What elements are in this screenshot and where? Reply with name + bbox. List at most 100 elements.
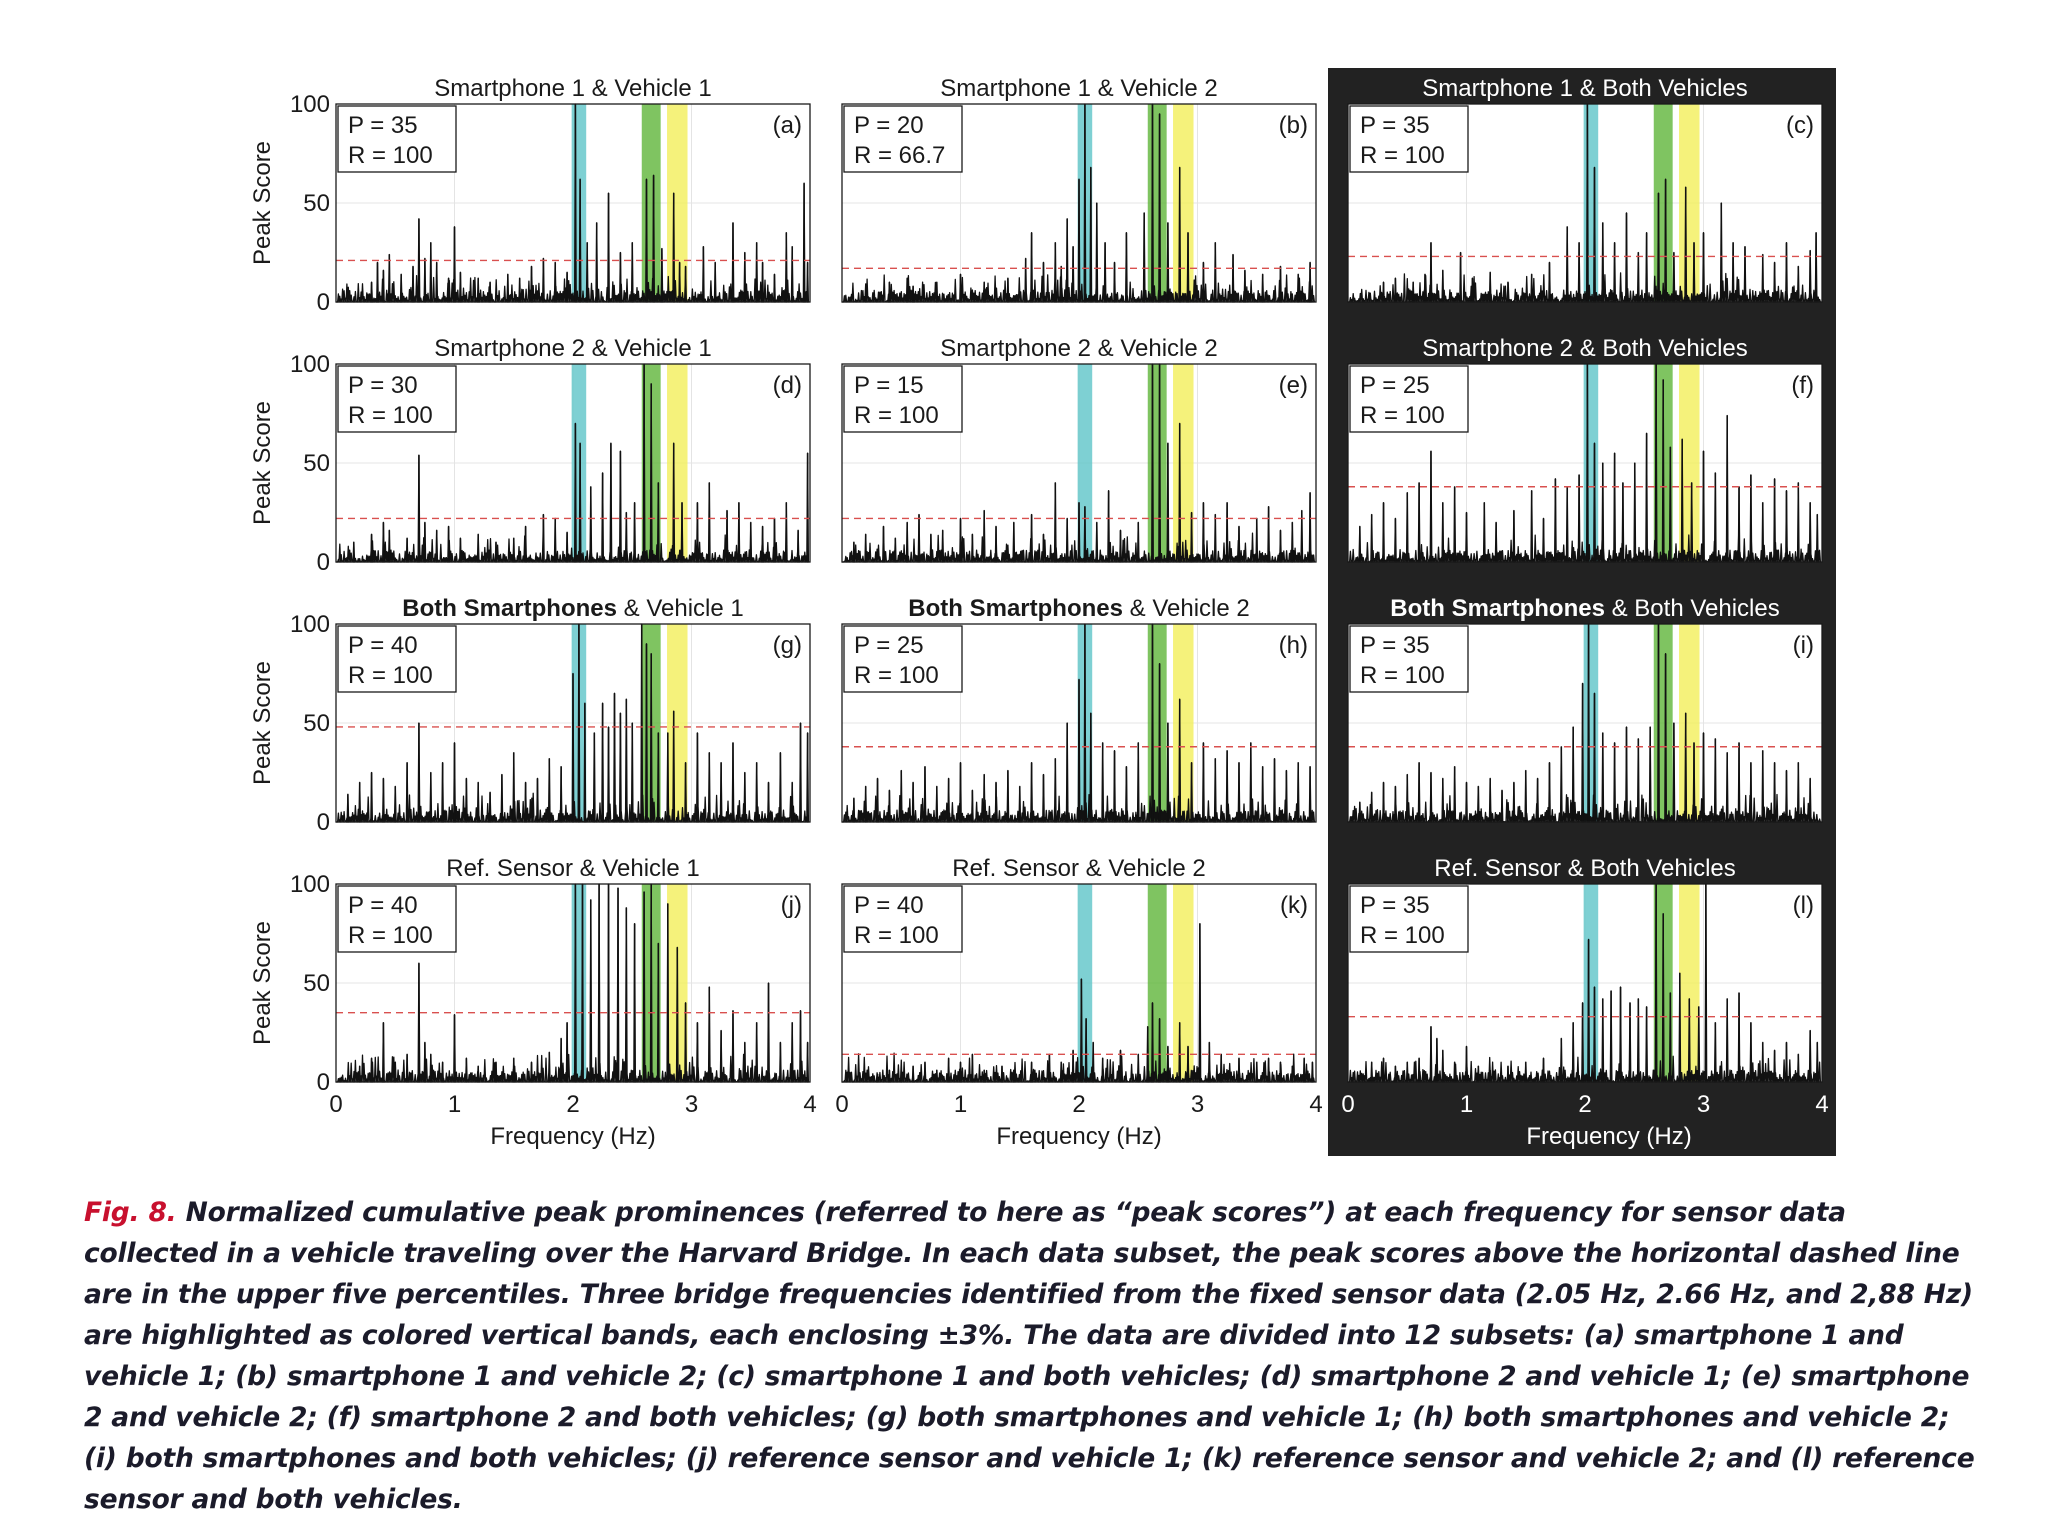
precision-recall-box [1349,625,1469,693]
panel-label: (l) [1793,892,1814,919]
precision-recall-box [1349,365,1469,433]
frequency-band-2.66 [1147,884,1167,1082]
figure-caption: Fig. 8. Normalized cumulative peak promi… [84,1192,1984,1520]
x-tick-label: 0 [329,1091,342,1118]
panel-g: P = 40 R = 100 (g) Both Smartphones & Vehic… [249,595,811,836]
panel-title: Both Smartphones & Vehicle 2 [908,595,1249,622]
panel-d: P = 30 R = 100 (d) Smartphone 2 & Vehicle 1… [249,335,811,576]
precision-label: P = 25 [1360,372,1430,399]
frequency-band-2.66 [641,104,661,302]
x-tick-label: 2 [566,1091,579,1118]
recall-label: R = 100 [348,142,433,169]
precision-label: P = 35 [1360,632,1430,659]
panel-title-bold: Both Smartphones [402,595,617,622]
panel-label: (g) [773,632,802,659]
panel-j: P = 40 R = 100 (j) Ref. Sensor & Vehicle 1 0… [249,855,817,1150]
plot-frame [1347,363,1823,563]
recall-label: R = 66.7 [854,142,945,169]
x-tick-label: 2 [1072,1091,1085,1118]
y-tick-label: 100 [290,611,330,638]
panel-e: P = 15 R = 100 (e) Smartphone 2 & Vehicle 2 [841,335,1317,563]
plot-frame [335,363,811,563]
panel-title-text: & Both Vehicles [1605,595,1780,622]
panel-label: (a) [773,112,802,139]
panel-a: P = 35 R = 100 (a) Smartphone 1 & Vehicle 1… [249,75,811,316]
recall-label: R = 100 [348,922,433,949]
panel-title-bold: Both Smartphones [908,595,1123,622]
plot-frame [335,103,811,303]
frequency-band-2.88 [1679,884,1700,1082]
plot-frame [335,623,811,823]
plot-frame [841,103,1317,303]
plot-frame [841,883,1317,1083]
panel-c: P = 35 R = 100 (c) Smartphone 1 & Both Vehi… [1347,75,1823,303]
x-tick-label: 0 [1341,1091,1354,1118]
panel-title: Smartphone 1 & Vehicle 2 [940,75,1218,102]
frequency-band-2.88 [1173,104,1194,302]
caption-figure-label: Fig. 8. [84,1197,177,1228]
y-tick-label: 100 [290,91,330,118]
x-tick-label: 1 [954,1091,967,1118]
panel-title-text: Smartphone 1 & Vehicle 1 [434,75,712,102]
x-axis-label: Frequency (Hz) [1526,1123,1691,1150]
y-tick-label: 0 [317,809,330,836]
panel-title: Smartphone 1 & Vehicle 1 [434,75,712,102]
panel-title: Smartphone 1 & Both Vehicles [1422,75,1748,102]
precision-label: P = 40 [854,892,924,919]
x-axis-label: Frequency (Hz) [490,1123,655,1150]
panel-title-text: Smartphone 1 & Both Vehicles [1422,75,1748,102]
precision-recall-box [1349,885,1469,953]
panel-title: Smartphone 2 & Both Vehicles [1422,335,1748,362]
panel-title-text: & Vehicle 1 [617,595,744,622]
recall-label: R = 100 [854,922,939,949]
panel-title-text: Ref. Sensor & Vehicle 1 [446,855,699,882]
panel-b: P = 20 R = 66.7 (b) Smartphone 1 & Vehicle … [841,75,1317,303]
x-tick-label: 4 [803,1091,816,1118]
recall-label: R = 100 [854,662,939,689]
y-tick-label: 100 [290,871,330,898]
frequency-band-2.88 [1173,364,1194,562]
y-tick-label: 50 [303,450,330,477]
y-tick-label: 0 [317,289,330,316]
y-axis-label: Peak Score [249,141,276,265]
recall-label: R = 100 [1360,402,1445,429]
panel-label: (j) [781,892,802,919]
panel-title-bold: Both Smartphones [1390,595,1605,622]
precision-label: P = 40 [348,892,418,919]
precision-label: P = 30 [348,372,418,399]
panel-title: Both Smartphones & Vehicle 1 [402,595,743,622]
x-tick-label: 4 [1815,1091,1828,1118]
x-tick-label: 1 [1460,1091,1473,1118]
x-tick-label: 4 [1309,1091,1322,1118]
panel-title-text: Ref. Sensor & Both Vehicles [1434,855,1736,882]
frequency-band-2.88 [1173,884,1194,1082]
plot-frame [1347,623,1823,823]
recall-label: R = 100 [854,402,939,429]
y-axis-label: Peak Score [249,921,276,1045]
precision-label: P = 15 [854,372,924,399]
x-tick-label: 3 [1697,1091,1710,1118]
precision-label: P = 20 [854,112,924,139]
panel-title: Both Smartphones & Both Vehicles [1390,595,1779,622]
panel-label: (k) [1280,892,1308,919]
panel-label: (h) [1279,632,1308,659]
precision-recall-box [337,365,457,433]
precision-recall-box [337,885,457,953]
frequency-band-2.88 [667,364,688,562]
frequency-band-2.66 [1653,624,1673,822]
y-tick-label: 50 [303,970,330,997]
panel-label: (c) [1786,112,1814,139]
panel-title-text: Ref. Sensor & Vehicle 2 [952,855,1205,882]
panel-k: P = 40 R = 100 (k) Ref. Sensor & Vehicle 2 0… [835,855,1322,1150]
panel-title: Smartphone 2 & Vehicle 1 [434,335,712,362]
y-axis-label: Peak Score [249,401,276,525]
panel-f: P = 25 R = 100 (f) Smartphone 2 & Both Vehi… [1347,335,1823,563]
precision-recall-box [337,105,457,173]
frequency-band-2.05 [1077,364,1093,562]
frequency-band-2.66 [1147,364,1167,562]
y-tick-label: 50 [303,710,330,737]
frequency-band-2.05 [1583,104,1599,302]
peak-score-trace [842,363,1316,563]
frequency-band-2.05 [1583,884,1599,1082]
figure-grid: P = 35 R = 100 (a) Smartphone 1 & Vehicle 1… [249,68,1836,1156]
